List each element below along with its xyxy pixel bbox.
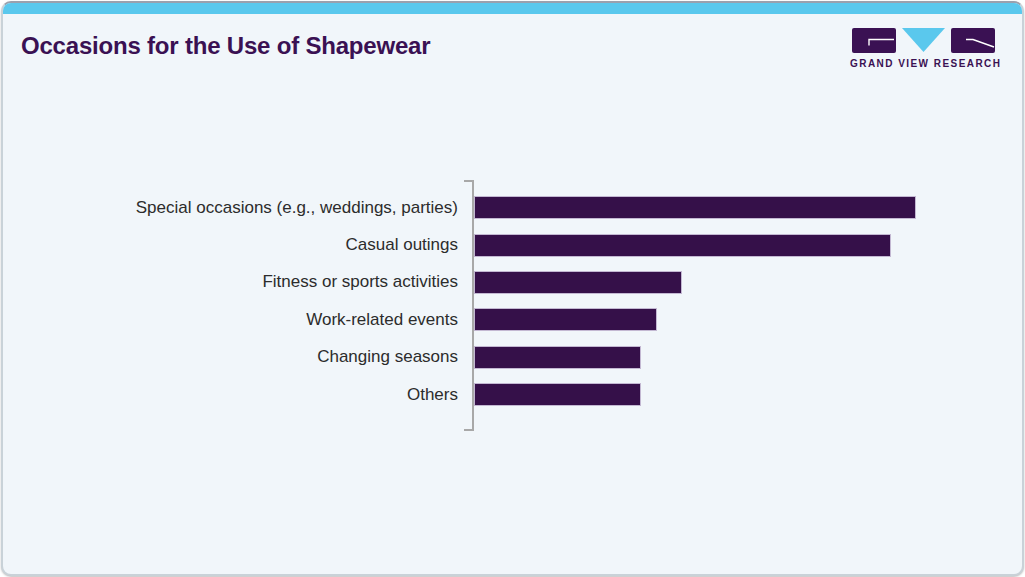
category-label: Special occasions (e.g., weddings, parti… [3,198,473,218]
bar-6 [474,383,641,406]
report-card: Occasions for the Use of Shapewear GRAND… [1,1,1024,576]
bar-1 [474,196,916,219]
chart-row: Others [3,376,1003,413]
chart-row: Work-related events [3,301,1003,338]
bar-3 [474,271,682,294]
chart-row: Changing seasons [3,339,1003,376]
chart-title: Occasions for the Use of Shapewear [21,32,430,60]
logo-v-triangle [902,28,945,52]
gvr-logo: GRAND VIEW RESEARCH [850,28,996,69]
bar-2 [474,234,891,257]
y-axis-bottom-tick [464,429,474,431]
chart-rows: Special occasions (e.g., weddings, parti… [3,189,1003,413]
bar-track [474,308,999,331]
chart-row: Casual outings [3,226,1003,263]
category-label: Changing seasons [3,347,473,367]
category-label: Fitness or sports activities [3,272,473,292]
bar-chart: Special occasions (e.g., weddings, parti… [3,180,1003,435]
gvr-logo-mark [852,28,995,54]
bar-track [474,271,999,294]
category-label: Casual outings [3,235,473,255]
bar-5 [474,346,641,369]
logo-g-block [852,28,896,53]
chart-row: Fitness or sports activities [3,264,1003,301]
category-label: Work-related events [3,310,473,330]
logo-r-block [951,28,995,53]
bar-track [474,196,999,219]
chart-row: Special occasions (e.g., weddings, parti… [3,189,1003,226]
bar-track [474,346,999,369]
category-label: Others [3,385,473,405]
bar-track [474,234,999,257]
gvr-logo-text: GRAND VIEW RESEARCH [850,58,996,69]
bar-4 [474,308,657,331]
top-accent-bar [3,3,1022,14]
bar-track [474,383,999,406]
